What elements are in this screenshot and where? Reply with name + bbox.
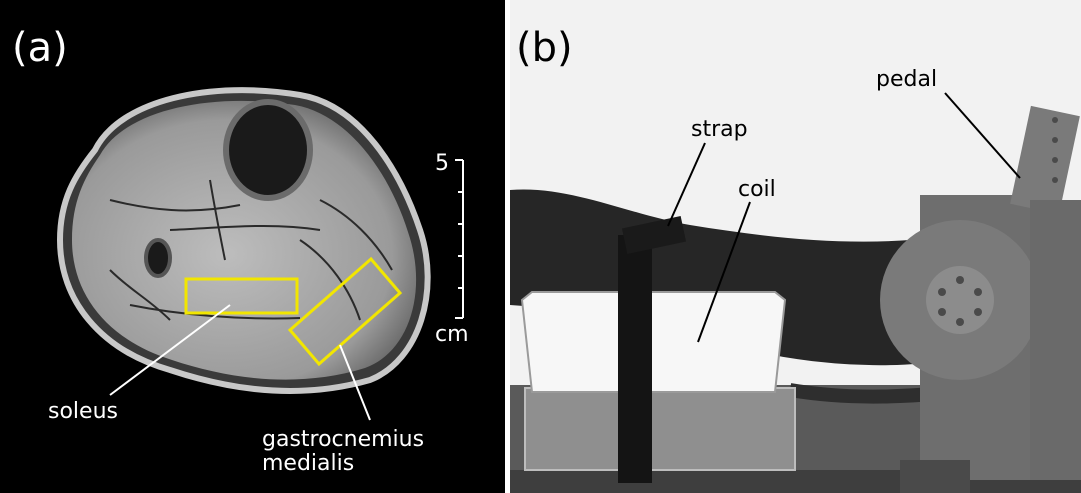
scale-unit-label: cm [435, 322, 469, 347]
scale-bar [455, 159, 464, 319]
pedal-screws [938, 117, 1058, 326]
soleus-pointer [109, 304, 231, 396]
label-strap: strap [691, 117, 748, 142]
roi-gastrocnemius [287, 256, 403, 367]
water-tank [524, 387, 796, 471]
fascia-lines [109, 179, 393, 321]
gastro-pointer [339, 344, 371, 421]
panel-b-tag: (b) [516, 25, 573, 71]
leg-in-jeans [510, 189, 950, 366]
coil-pointer [697, 201, 751, 343]
coil-box [520, 291, 787, 393]
label-medialis: medialis [262, 451, 355, 476]
strap-band [618, 235, 652, 483]
mri-cross-section [56, 87, 464, 421]
setup-photo [510, 0, 1081, 493]
label-gastrocnemius: gastrocnemius [262, 427, 425, 452]
fibula-bone [144, 238, 172, 278]
tibia-bone [223, 99, 313, 201]
label-soleus: soleus [48, 399, 118, 424]
strap-buckle [621, 216, 687, 254]
panel-a-tag: (a) [12, 25, 68, 71]
roi-soleus [184, 277, 299, 315]
label-coil: coil [738, 177, 776, 202]
panel-a-mri-image: (a) 5 cm soleus gastrocnemius medialis [0, 0, 505, 493]
scale-value-label: 5 [435, 151, 449, 176]
pedal-device [880, 105, 1081, 493]
panel-b-setup-photo: (b) strap coil pedal [510, 0, 1081, 493]
strap-pointer [667, 142, 706, 227]
pedal-pointer [944, 92, 1021, 179]
label-pedal: pedal [876, 67, 938, 92]
